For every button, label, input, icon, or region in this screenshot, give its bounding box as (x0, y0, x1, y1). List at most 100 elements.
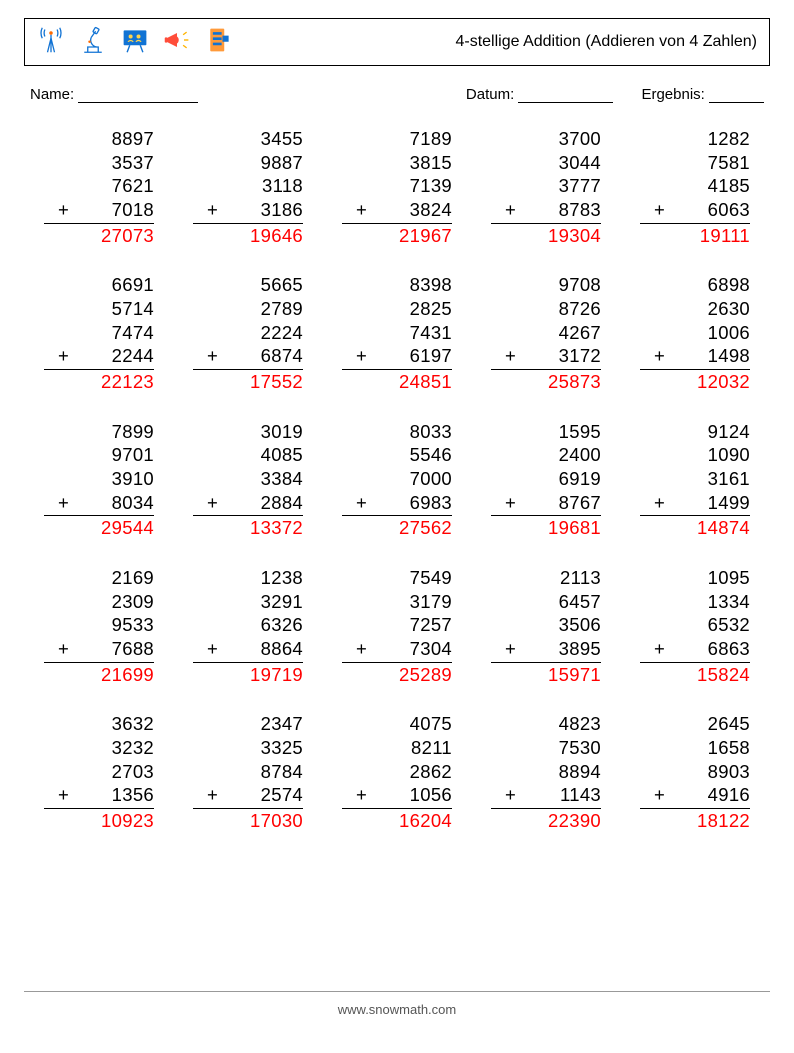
addend: 3384 (193, 467, 303, 491)
last-addend: +2574 (193, 783, 303, 809)
name-label: Name: (30, 86, 74, 103)
addition-problem: 689826301006+149812032 (640, 273, 750, 393)
footer-url: www.snowmath.com (338, 1002, 456, 1017)
answer: 27073 (44, 224, 154, 248)
addition-problem: 482375308894+114322390 (491, 712, 601, 832)
addend: 3815 (342, 151, 452, 175)
addend: 3044 (491, 151, 601, 175)
addend: 6326 (193, 613, 303, 637)
answer: 22123 (44, 370, 154, 394)
worksheet-title: 4-stellige Addition (Addieren von 4 Zahl… (455, 33, 757, 51)
addition-problem: 566527892224+687417552 (193, 273, 303, 393)
last-addend: +3172 (491, 344, 601, 370)
addend: 3291 (193, 590, 303, 614)
date-label: Datum: (466, 86, 514, 103)
last-addend: +2244 (44, 344, 154, 370)
last-addend: +6197 (342, 344, 452, 370)
answer: 13372 (193, 516, 303, 540)
addend: 7581 (640, 151, 750, 175)
addend: 7474 (44, 321, 154, 345)
addition-problem: 234733258784+257417030 (193, 712, 303, 832)
addition-problem: 159524006919+876719681 (491, 420, 601, 540)
addend: 3506 (491, 613, 601, 637)
addend: 2113 (491, 566, 601, 590)
addend: 2630 (640, 297, 750, 321)
addend: 7621 (44, 174, 154, 198)
addend: 9887 (193, 151, 303, 175)
answer: 24851 (342, 370, 452, 394)
last-addend: +8783 (491, 198, 601, 224)
addend: 7139 (342, 174, 452, 198)
last-addend: +6863 (640, 637, 750, 663)
addend: 5665 (193, 273, 303, 297)
addition-problem: 109513346532+686315824 (640, 566, 750, 686)
last-addend: +3824 (342, 198, 452, 224)
addend: 2825 (342, 297, 452, 321)
addend: 7530 (491, 736, 601, 760)
addend: 3019 (193, 420, 303, 444)
addend: 7189 (342, 127, 452, 151)
answer: 25289 (342, 663, 452, 687)
addend: 2347 (193, 712, 303, 736)
addend: 6457 (491, 590, 601, 614)
addend: 2862 (342, 760, 452, 784)
addend: 9124 (640, 420, 750, 444)
worksheet-page: 4-stellige Addition (Addieren von 4 Zahl… (0, 0, 794, 1053)
addend: 7899 (44, 420, 154, 444)
addend: 4085 (193, 443, 303, 467)
addition-problem: 803355467000+698327562 (342, 420, 452, 540)
date-field: Datum: (466, 86, 614, 103)
addition-problem: 839828257431+619724851 (342, 273, 452, 393)
answer: 29544 (44, 516, 154, 540)
addend: 3118 (193, 174, 303, 198)
problem-row: 669157147474+224422123 566527892224+68741… (44, 273, 750, 393)
document-icon (205, 26, 233, 59)
last-addend: +7688 (44, 637, 154, 663)
last-addend: +1499 (640, 491, 750, 517)
header-icon-row (37, 26, 233, 59)
addend: 1006 (640, 321, 750, 345)
addend: 3700 (491, 127, 601, 151)
addend: 8398 (342, 273, 452, 297)
answer: 19111 (640, 224, 750, 248)
answer: 19646 (193, 224, 303, 248)
addition-problem: 264516588903+491618122 (640, 712, 750, 832)
addition-problem: 407582112862+105616204 (342, 712, 452, 832)
addition-problem: 216923099533+768821699 (44, 566, 154, 686)
problem-row: 789997013910+803429544301940853384+28841… (44, 420, 750, 540)
addend: 6898 (640, 273, 750, 297)
answer: 17030 (193, 809, 303, 833)
addend: 8033 (342, 420, 452, 444)
name-field: Name: (30, 86, 466, 103)
addend: 1334 (640, 590, 750, 614)
problem-row: 889735377621+701827073345598873118+31861… (44, 127, 750, 247)
addend: 6919 (491, 467, 601, 491)
addend: 9708 (491, 273, 601, 297)
addend: 1238 (193, 566, 303, 590)
last-addend: +6983 (342, 491, 452, 517)
addend: 4823 (491, 712, 601, 736)
addend: 2224 (193, 321, 303, 345)
result-label: Ergebnis: (641, 86, 704, 103)
last-addend: +1056 (342, 783, 452, 809)
addend: 8903 (640, 760, 750, 784)
last-addend: +8767 (491, 491, 601, 517)
last-addend: +1498 (640, 344, 750, 370)
addend: 1658 (640, 736, 750, 760)
addend: 3179 (342, 590, 452, 614)
addend: 8211 (342, 736, 452, 760)
name-blank[interactable] (78, 89, 198, 103)
result-blank[interactable] (709, 89, 764, 103)
addend: 2789 (193, 297, 303, 321)
addend: 2400 (491, 443, 601, 467)
addend: 1090 (640, 443, 750, 467)
addend: 5714 (44, 297, 154, 321)
problem-row: 363232322703+135610923234733258784+25741… (44, 712, 750, 832)
addend: 1595 (491, 420, 601, 444)
answer: 17552 (193, 370, 303, 394)
addition-problem: 669157147474+224422123 (44, 273, 154, 393)
addend: 3161 (640, 467, 750, 491)
last-addend: +1143 (491, 783, 601, 809)
date-blank[interactable] (518, 89, 613, 103)
megaphone-icon (163, 26, 191, 59)
